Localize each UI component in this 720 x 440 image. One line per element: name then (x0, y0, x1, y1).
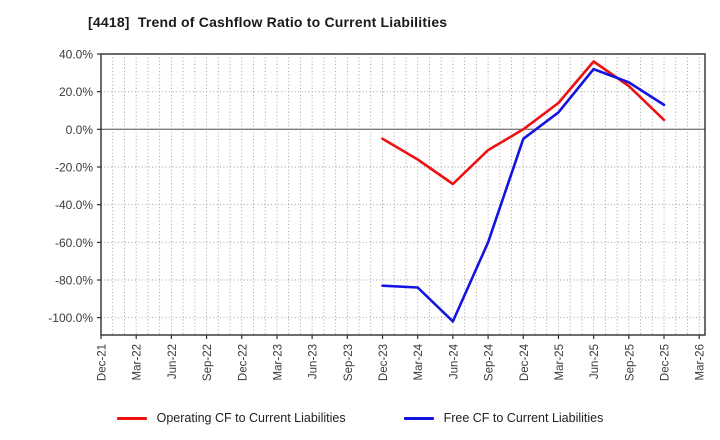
x-tick-label: Dec-23 (378, 344, 390, 381)
y-tick-label: -60.0% (55, 236, 93, 250)
x-tick-label: Mar-26 (695, 344, 707, 380)
x-tick-label: Mar-24 (413, 343, 425, 380)
y-tick-label: 40.0% (59, 48, 93, 62)
y-tick-label: -40.0% (55, 198, 93, 212)
legend-label-operating-cf: Operating CF to Current Liabilities (156, 411, 346, 425)
axes-frame (97, 53, 706, 339)
x-tick-label: Jun-25 (589, 344, 601, 379)
x-tick-label: Jun-23 (308, 344, 320, 379)
x-tick-label: Sep-23 (343, 344, 355, 381)
x-tick-label: Dec-22 (237, 344, 249, 381)
data-series-lines (381, 60, 666, 323)
x-tick-label: Jun-22 (167, 344, 179, 379)
x-tick-label: Sep-24 (484, 343, 496, 381)
x-tick-label: Dec-24 (519, 343, 531, 381)
y-tick-label: 20.0% (59, 85, 93, 99)
legend-item-free-cf: Free CF to Current Liabilities (403, 411, 604, 425)
x-tick-label: Dec-25 (660, 344, 672, 381)
x-tick-label: Mar-23 (272, 344, 284, 380)
gridlines (100, 53, 705, 335)
y-axis-tick-labels: 40.0% 20.0% 0.0% -20.0% -40.0% -60.0% -80.0% -1… (48, 48, 93, 326)
legend-item-operating-cf: Operating CF to Current Liabilities (116, 411, 346, 425)
x-tick-label: Jun-24 (448, 343, 460, 379)
x-axis-tick-labels: Dec-21 Mar-22 Jun-22 Sep-22 Dec-22 Mar-23 Jun-… (97, 343, 707, 381)
y-tick-label: -100.0% (48, 311, 93, 325)
legend: Operating CF to Current Liabilities Free… (0, 403, 720, 433)
free-cf-line-swatch (403, 416, 434, 420)
y-tick-label: -20.0% (55, 161, 93, 175)
x-tick-label: Mar-22 (132, 344, 144, 380)
legend-label-free-cf: Free CF to Current Liabilities (443, 411, 604, 425)
y-tick-label: 0.0% (66, 123, 94, 137)
x-tick-label: Sep-25 (624, 344, 636, 381)
x-tick-label: Mar-25 (554, 344, 566, 380)
y-tick-label: -80.0% (55, 274, 93, 288)
x-tick-label: Sep-22 (202, 344, 214, 381)
operating-cf-line-swatch (116, 416, 147, 420)
x-tick-label: Dec-21 (97, 344, 109, 381)
series-line-1 (381, 67, 666, 323)
chart-title: [4418] Trend of Cashflow Ratio to Curren… (88, 14, 448, 30)
